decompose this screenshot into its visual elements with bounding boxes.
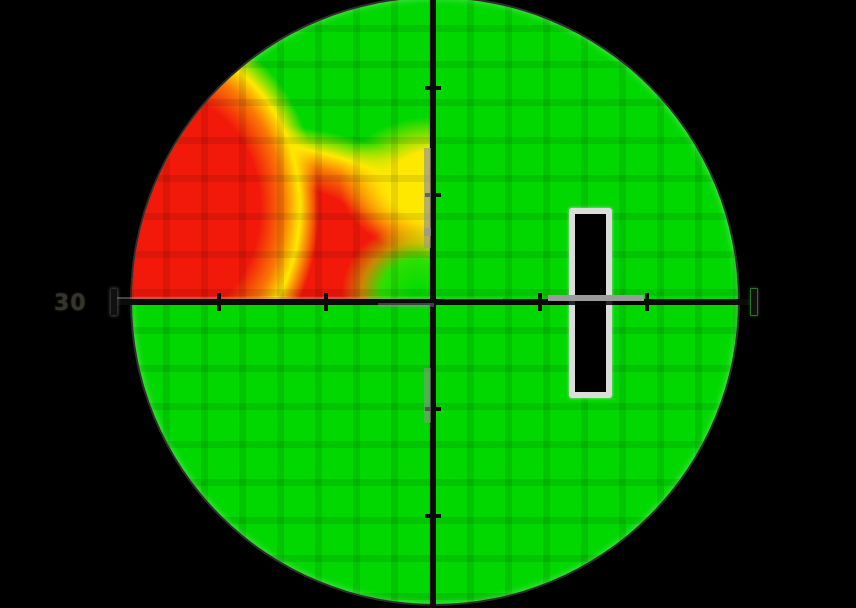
axis-smudge: [424, 228, 431, 248]
axis-tick: [217, 293, 221, 311]
horizontal-axis-gray-fringe: [111, 297, 441, 299]
axis-range-label: 30: [54, 291, 87, 316]
vertical-axis: [430, 0, 436, 608]
axis-tick: [538, 293, 542, 311]
axis-dark-segment-over-marker: [548, 301, 644, 305]
axis-smudge: [378, 303, 434, 307]
axis-tick: [425, 514, 441, 518]
horizontal-axis-right-cap: [751, 289, 757, 315]
axis-smudge: [424, 148, 431, 236]
axis-smudge: [424, 368, 431, 423]
defect-region-heatmap: [132, 0, 433, 302]
axis-tick: [645, 293, 649, 311]
axis-tick: [425, 86, 441, 90]
axis-tick: [324, 293, 328, 311]
axis-smudge: [445, 297, 503, 300]
horizontal-axis-left-cap: [111, 289, 117, 315]
axis-gray-segment-over-marker: [548, 295, 644, 301]
axis-tick: [425, 407, 441, 411]
axis-tick: [425, 193, 441, 197]
